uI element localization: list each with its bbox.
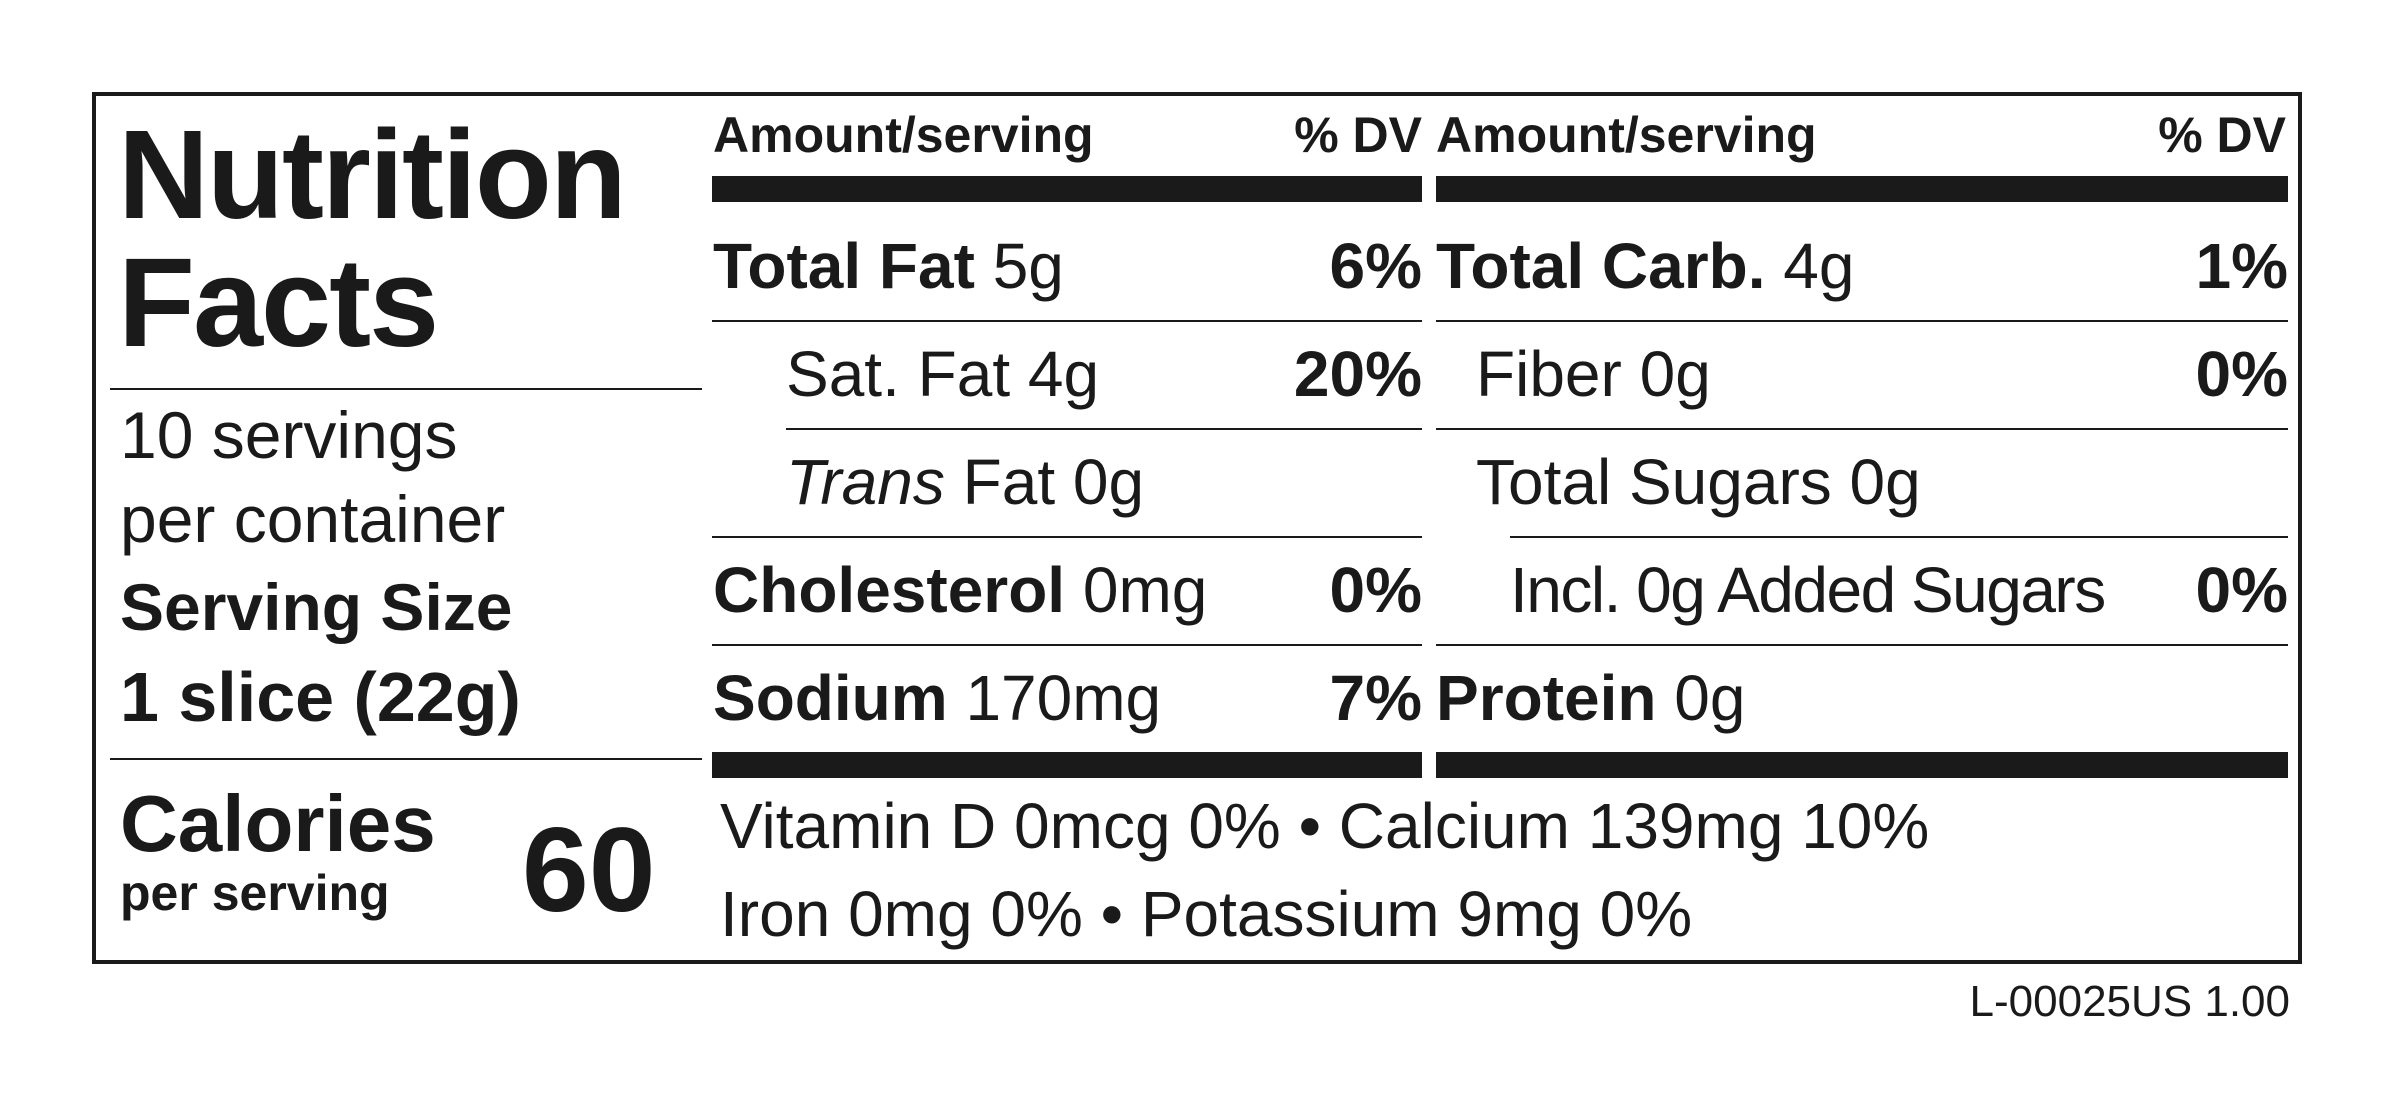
divider (1510, 536, 2288, 538)
serving-size-label: Serving Size (120, 570, 513, 644)
header-percent-dv-right: % DV (2158, 107, 2286, 163)
total-carb-amount: 4g (1783, 230, 1855, 302)
cholesterol-amount: 0mg (1082, 554, 1208, 626)
protein-row: Protein 0g (1436, 666, 1745, 730)
label-code: L-00025US 1.00 (1969, 977, 2290, 1026)
servings-per-container-line1: 10 servings (120, 398, 458, 472)
cholesterol-dv: 0% (1329, 554, 1423, 626)
title-nutrition: Nutrition (118, 104, 627, 245)
cholesterol-row: Cholesterol 0mg (713, 558, 1207, 622)
fiber-label: Fiber 0g (1476, 338, 1711, 410)
title-facts: Facts (118, 232, 439, 373)
divider (1436, 320, 2288, 322)
divider (1436, 428, 2288, 430)
sodium-dv: 7% (1329, 662, 1423, 734)
thick-divider (712, 176, 1422, 202)
cholesterol-label: Cholesterol (713, 554, 1066, 626)
thick-divider (712, 752, 1422, 778)
thick-divider (1436, 752, 2288, 778)
sodium-amount: 170mg (965, 662, 1162, 734)
divider (110, 758, 702, 760)
divider (1436, 644, 2288, 646)
trans-fat-row: Trans Fat 0g (786, 450, 1144, 514)
divider (110, 388, 702, 390)
sat-fat-dv: 20% (1293, 338, 1422, 410)
thick-divider (1436, 176, 2288, 202)
header-amount-per-serving-left: Amount/serving (713, 107, 1094, 163)
divider (712, 536, 1422, 538)
total-carb-row: Total Carb. 4g (1436, 234, 1854, 298)
added-sugars-dv: 0% (2195, 554, 2289, 626)
calories-label: Calories (120, 779, 436, 868)
trans-fat-italic: Trans (786, 446, 945, 518)
divider (786, 428, 1422, 430)
calories-per-serving-label: per serving (120, 865, 390, 921)
divider (712, 644, 1422, 646)
calories-value: 60 (522, 803, 656, 937)
total-carb-label: Total Carb. (1436, 230, 1766, 302)
total-fat-row: Total Fat 5g (713, 234, 1064, 298)
fiber-dv: 0% (2195, 338, 2289, 410)
protein-amount: 0g (1674, 662, 1746, 734)
sodium-label: Sodium (713, 662, 948, 734)
total-fat-dv: 6% (1329, 230, 1423, 302)
total-sugars-label: Total Sugars 0g (1476, 446, 1921, 518)
protein-label: Protein (1436, 662, 1657, 734)
added-sugars-label: Incl. 0g Added Sugars (1510, 554, 2106, 626)
sat-fat-label: Sat. Fat 4g (786, 338, 1100, 410)
micronutrients-line2: Iron 0mg 0% • Potassium 9mg 0% (720, 878, 1693, 950)
micronutrients-line1: Vitamin D 0mcg 0% • Calcium 139mg 10% (720, 790, 1930, 862)
nutrition-facts-panel (92, 92, 2302, 964)
serving-size-value: 1 slice (22g) (120, 658, 521, 736)
header-percent-dv-left: % DV (1294, 107, 1422, 163)
sodium-row: Sodium 170mg (713, 666, 1161, 730)
total-fat-label: Total Fat (713, 230, 975, 302)
header-amount-per-serving-right: Amount/serving (1436, 107, 1817, 163)
total-fat-amount: 5g (992, 230, 1064, 302)
divider (712, 320, 1422, 322)
trans-fat-label: Fat 0g (944, 446, 1145, 518)
servings-per-container-line2: per container (120, 482, 506, 556)
total-carb-dv: 1% (2195, 230, 2289, 302)
